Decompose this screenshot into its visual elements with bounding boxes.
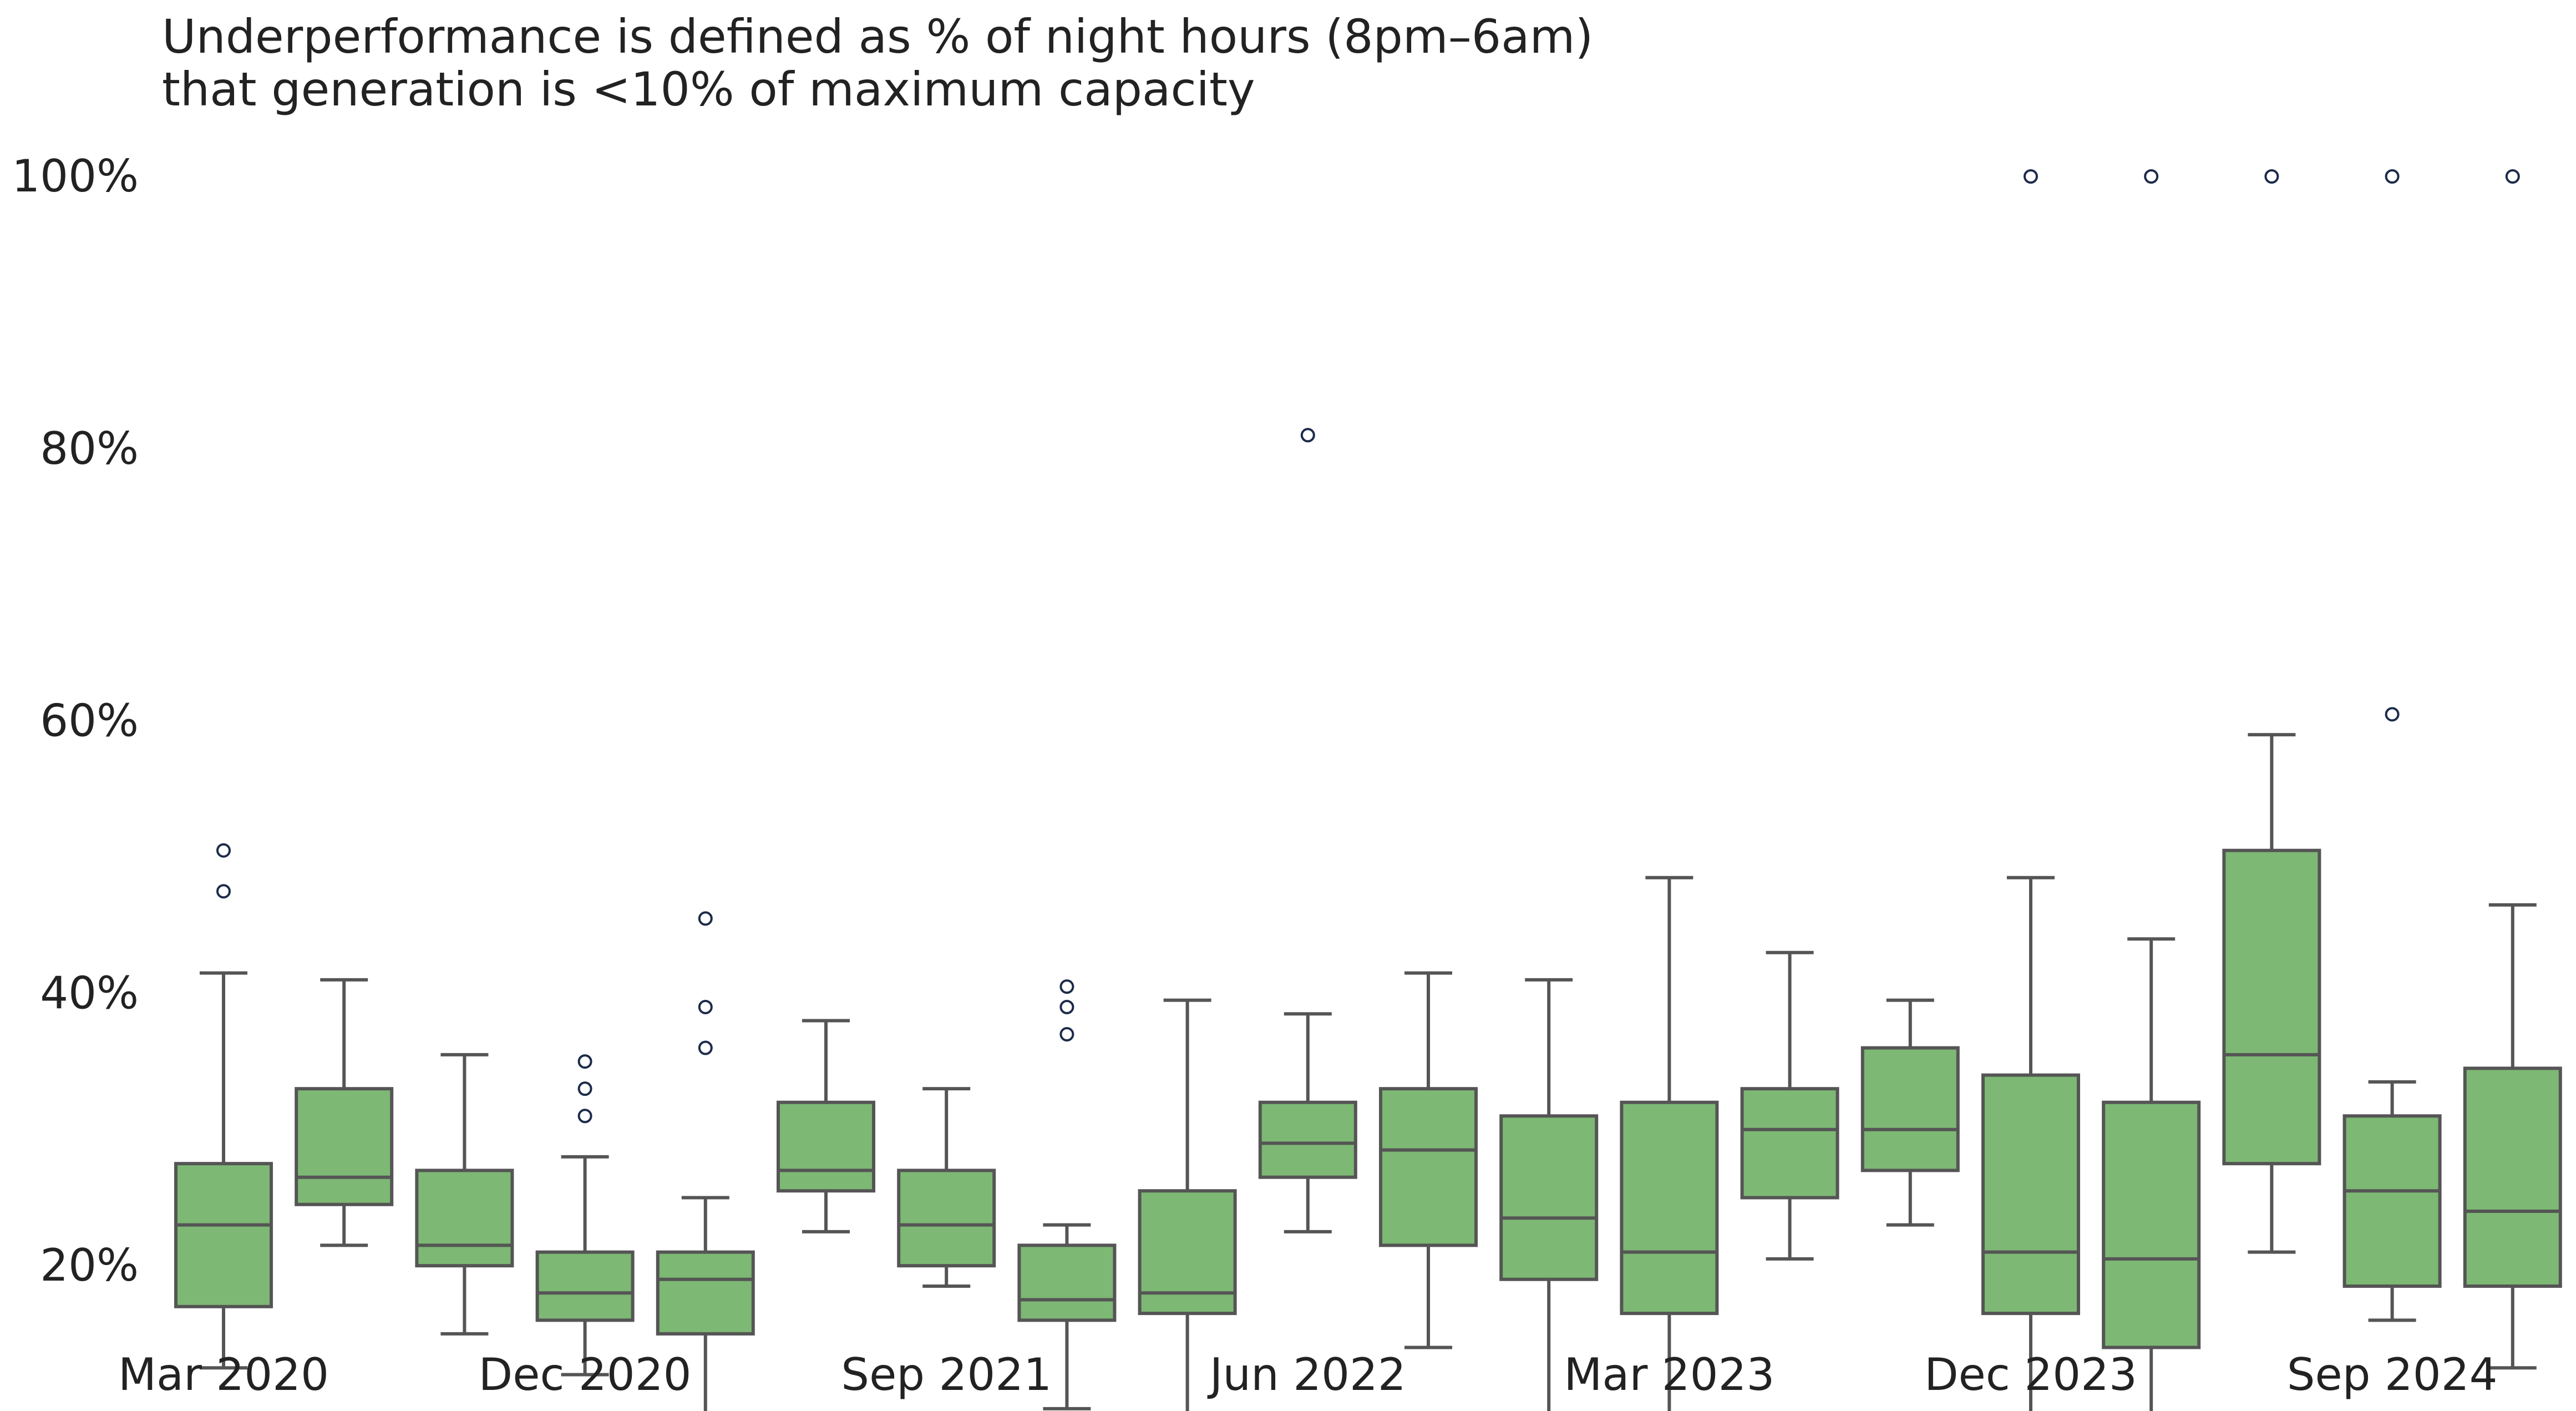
box-group [2342, 169, 2442, 1322]
box [1258, 1100, 1357, 1179]
outlier-point [1059, 979, 1074, 994]
box [2342, 1114, 2442, 1288]
x-tick-label: Sep 2021 [841, 1349, 1052, 1400]
box-group [1499, 978, 1599, 1411]
x-tick-label: Mar 2023 [1564, 1349, 1774, 1400]
box-group [2222, 169, 2321, 1254]
box [1981, 1073, 2080, 1316]
box-group [295, 978, 394, 1247]
box [174, 1162, 273, 1308]
outlier-point [1300, 428, 1315, 443]
box-group [656, 911, 755, 1411]
x-tick-label: Mar 2020 [118, 1349, 329, 1400]
box [2463, 1066, 2562, 1288]
title-line-2: that generation is <10% of maximum capac… [162, 62, 1255, 117]
outlier-point [2024, 169, 2038, 184]
outlier-point [2385, 707, 2400, 722]
x-axis: Mar 2020 Dec 2020 Sep 2021 Jun 2022 Mar 2023… [118, 1349, 2497, 1400]
box [1499, 1114, 1599, 1281]
box [897, 1169, 996, 1268]
outlier-point [577, 1109, 592, 1124]
box-group [1379, 971, 1478, 1349]
box [656, 1250, 755, 1336]
outlier-point [2385, 169, 2400, 184]
box-group [535, 1054, 635, 1377]
box [1860, 1046, 1960, 1172]
x-tick-label: Dec 2020 [479, 1349, 692, 1400]
box [415, 1169, 514, 1268]
box-group [1017, 979, 1117, 1410]
outlier-point [2505, 169, 2520, 184]
box [295, 1087, 394, 1206]
box [1620, 1100, 1719, 1316]
y-tick-label: 20% [40, 1240, 139, 1291]
outlier-point [577, 1081, 592, 1096]
outlier-point [698, 911, 713, 926]
outlier-point [577, 1054, 592, 1069]
box [535, 1250, 635, 1322]
box-group [1981, 169, 2080, 1411]
outlier-point [698, 999, 713, 1014]
box [1017, 1243, 1117, 1322]
outlier-point [216, 843, 231, 858]
outlier-point [1059, 1027, 1074, 1042]
y-tick-label: 100% [12, 150, 139, 202]
y-tick-label: 40% [40, 967, 139, 1019]
box-group [2463, 169, 2562, 1370]
box-group [1740, 950, 1839, 1261]
box [1740, 1087, 1839, 1200]
box-group [415, 1053, 514, 1336]
y-tick-label: 80% [40, 423, 139, 474]
chart-title: Underperformance is defined as % of nigh… [162, 9, 1593, 117]
box-group [2102, 169, 2201, 1411]
outlier-point [2144, 169, 2159, 184]
box [777, 1100, 875, 1193]
box-group [1138, 998, 1237, 1411]
x-tick-label: Jun 2022 [1207, 1349, 1406, 1400]
y-axis: 20% 40% 60% 80% 100% [12, 150, 139, 1291]
outlier-point [698, 1040, 713, 1055]
y-tick-label: 60% [40, 695, 139, 747]
box [2222, 848, 2321, 1166]
box-group [1620, 876, 1719, 1411]
box-group [1860, 998, 1960, 1227]
outlier-point [2264, 169, 2279, 184]
box-group [777, 1019, 875, 1233]
outlier-point [216, 884, 231, 899]
box-group [174, 843, 273, 1370]
box [2102, 1100, 2201, 1349]
box [1138, 1189, 1237, 1316]
title-line-1: Underperformance is defined as % of nigh… [162, 9, 1593, 64]
x-tick-label: Sep 2024 [2287, 1349, 2498, 1400]
boxes-layer [174, 169, 2562, 1411]
x-tick-label: Dec 2023 [1924, 1349, 2137, 1400]
outlier-point [1059, 999, 1074, 1014]
box-group [897, 1087, 996, 1288]
box-group [1258, 428, 1357, 1233]
box [1379, 1087, 1478, 1247]
